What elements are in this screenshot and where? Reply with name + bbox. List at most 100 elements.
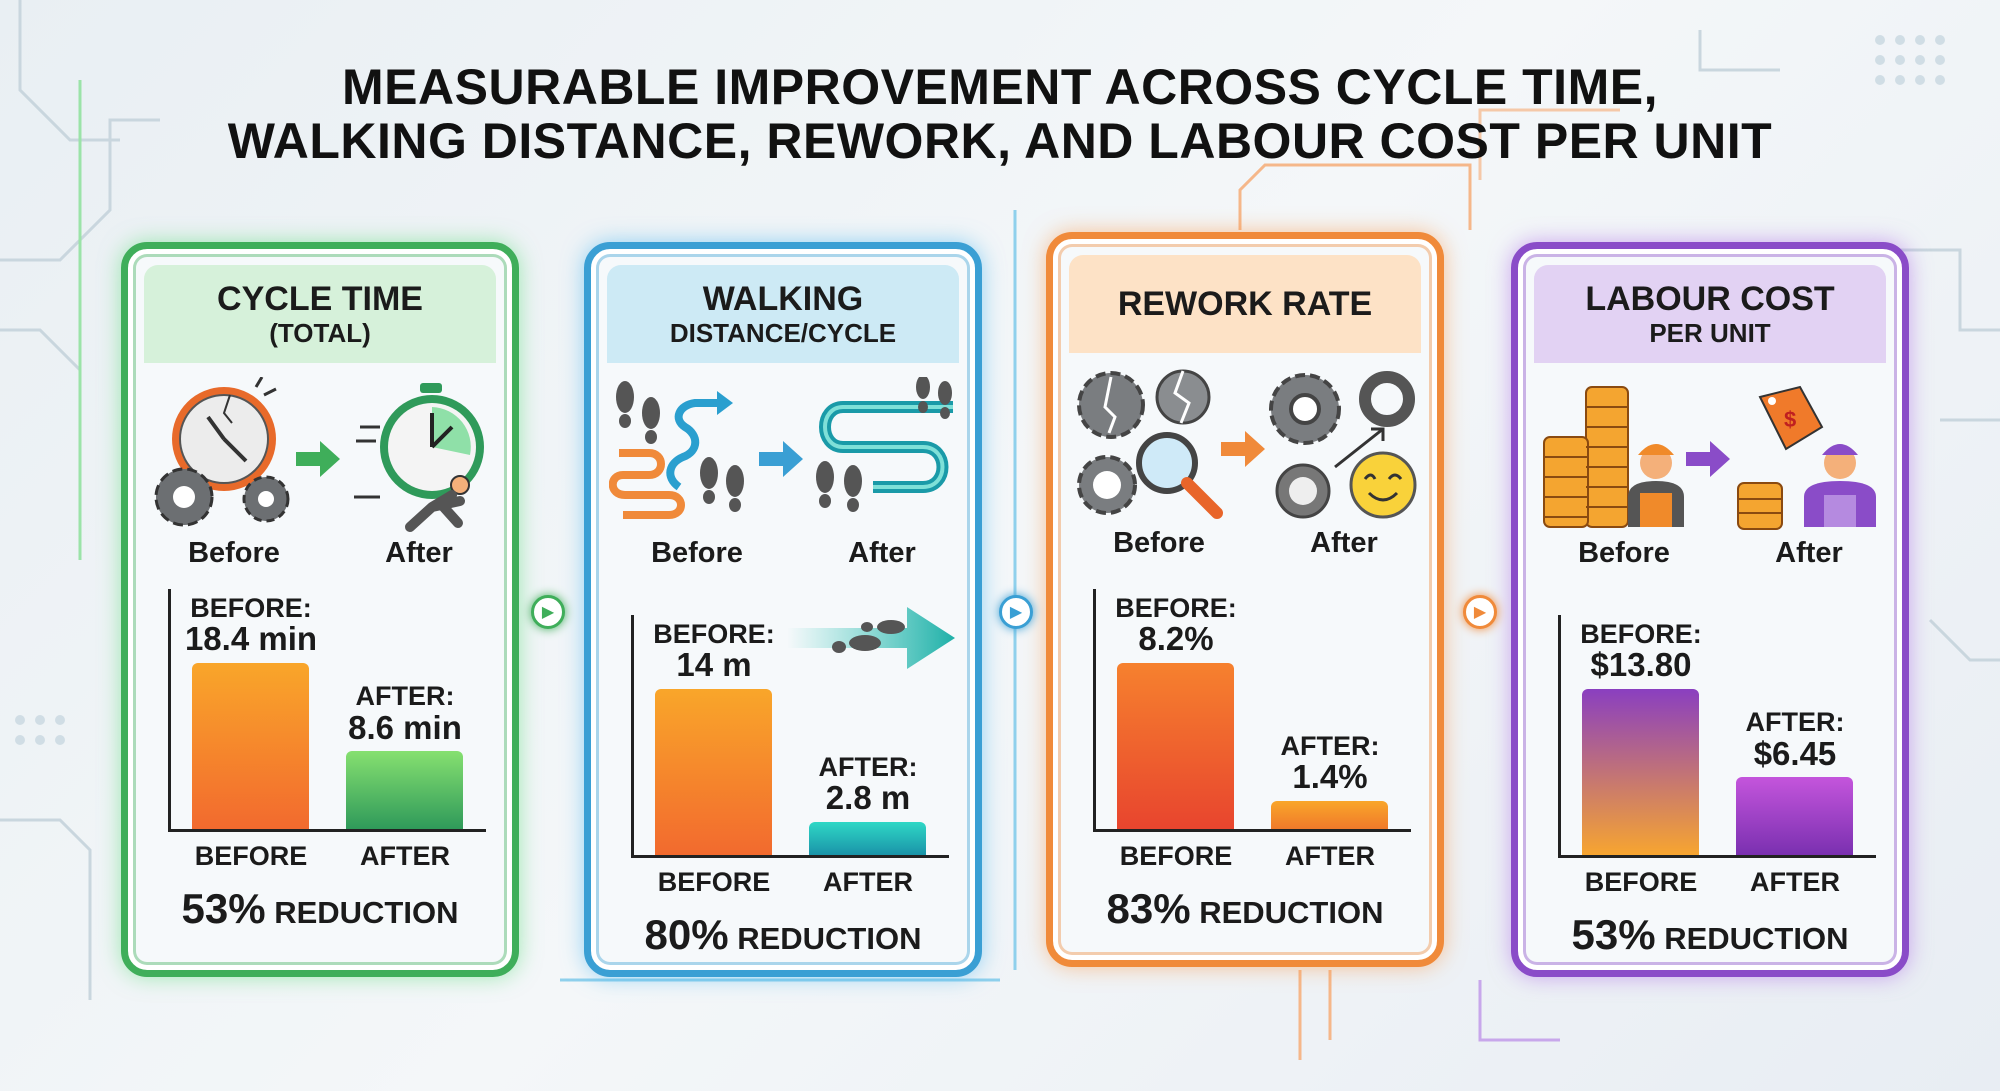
card-subtitle: (TOTAL) bbox=[269, 318, 371, 348]
card-header: LABOUR COST PER UNIT bbox=[1534, 265, 1886, 363]
after-data-label: AFTER: 1.4% bbox=[1240, 730, 1420, 796]
before-key: BEFORE: bbox=[1115, 593, 1237, 624]
reduction-text: 53% REDUCTION bbox=[1518, 911, 1902, 959]
after-key: AFTER: bbox=[355, 681, 455, 712]
page-title-line-1: MEASURABLE IMPROVEMENT ACROSS CYCLE TIME… bbox=[342, 59, 1658, 115]
reduction-percent: 53% bbox=[1571, 911, 1656, 958]
after-key: AFTER: bbox=[818, 751, 918, 782]
y-axis bbox=[631, 615, 634, 855]
after-value: 8.6 min bbox=[348, 708, 462, 746]
before-data-label: BEFORE: 8.2% bbox=[1086, 594, 1266, 657]
x-tick-after: AFTER bbox=[823, 867, 913, 897]
x-tick-after: AFTER bbox=[1750, 867, 1840, 897]
reduction-word: REDUCTION bbox=[265, 895, 459, 930]
before-key: BEFORE: bbox=[653, 619, 775, 650]
before-caption: Before bbox=[651, 537, 743, 569]
footsteps-arrow-icon bbox=[787, 607, 955, 669]
bar-before bbox=[192, 663, 309, 829]
metric-card-1: CYCLE TIME (TOTAL) Before After BEFORE: 1… bbox=[121, 242, 519, 977]
price-tag-coins-worker-icon: $ bbox=[1730, 377, 1890, 537]
x-tick-before: BEFORE bbox=[657, 867, 771, 897]
card-subtitle: PER UNIT bbox=[1649, 318, 1771, 348]
reduction-text: 53% REDUCTION bbox=[128, 885, 512, 933]
card-title: WALKING bbox=[702, 280, 864, 318]
x-axis bbox=[631, 855, 949, 858]
after-key: AFTER: bbox=[1745, 707, 1845, 738]
y-axis bbox=[168, 589, 171, 829]
bar-after bbox=[346, 751, 463, 829]
after-key: AFTER: bbox=[1280, 730, 1380, 761]
before-value: 14 m bbox=[676, 646, 752, 684]
after-value: 1.4% bbox=[1292, 758, 1368, 796]
before-value: 18.4 min bbox=[184, 620, 318, 658]
card-title: CYCLE TIME bbox=[217, 280, 423, 318]
bar-after bbox=[809, 821, 926, 855]
after-data-label: AFTER: $6.45 bbox=[1705, 708, 1885, 771]
card-subtitle: DISTANCE/CYCLE bbox=[669, 318, 897, 348]
after-data-label: AFTER: 8.6 min bbox=[315, 682, 495, 745]
bar-before bbox=[1117, 663, 1234, 829]
reduction-percent: 53% bbox=[181, 885, 266, 932]
x-axis bbox=[1558, 855, 1876, 858]
arrow-right-icon bbox=[1221, 431, 1265, 467]
after-data-label: AFTER: 2.8 m bbox=[778, 751, 958, 817]
card-header: WALKING DISTANCE/CYCLE bbox=[607, 265, 959, 363]
metric-card-4: LABOUR COST PER UNIT $ Before After BEFO… bbox=[1511, 242, 1909, 977]
after-caption: After bbox=[848, 537, 916, 569]
reduction-word: REDUCTION bbox=[1655, 921, 1849, 956]
coin-stacks-worker-icon bbox=[1536, 377, 1696, 537]
reduction-percent: 80% bbox=[644, 911, 729, 958]
connector-arrow-icon: ▶ bbox=[531, 595, 565, 629]
reduction-word: REDUCTION bbox=[1190, 895, 1384, 930]
bar-after bbox=[1736, 777, 1853, 855]
x-tick-before: BEFORE bbox=[1584, 867, 1698, 897]
before-value: 8.2% bbox=[1138, 620, 1214, 658]
before-data-label: BEFORE: 14 m bbox=[624, 620, 804, 683]
arrow-right-icon bbox=[296, 441, 340, 477]
page-title-line-2: WALKING DISTANCE, REWORK, AND LABOUR COS… bbox=[227, 113, 1773, 169]
broken-gears-magnifier-icon bbox=[1071, 367, 1231, 527]
before-data-label: BEFORE: $13.80 bbox=[1551, 620, 1731, 683]
footprints-winding-path-icon bbox=[608, 377, 769, 537]
before-caption: Before bbox=[188, 537, 280, 569]
connector-arrow-icon: ▶ bbox=[1463, 595, 1497, 629]
card-title: REWORK RATE bbox=[1117, 285, 1373, 323]
metric-card-2: WALKING DISTANCE/CYCLE Before After BEFO… bbox=[584, 242, 982, 977]
x-axis bbox=[1093, 829, 1411, 832]
y-axis bbox=[1093, 589, 1096, 829]
before-key: BEFORE: bbox=[190, 593, 312, 624]
after-caption: After bbox=[1775, 537, 1843, 569]
after-caption: After bbox=[1310, 527, 1378, 559]
connector-arrow-icon: ▶ bbox=[999, 595, 1033, 629]
x-tick-after: AFTER bbox=[1285, 841, 1375, 871]
arrow-right-icon bbox=[1686, 441, 1730, 477]
x-tick-before: BEFORE bbox=[194, 841, 308, 871]
card-title: LABOUR COST bbox=[1585, 280, 1835, 318]
y-axis bbox=[1558, 615, 1561, 855]
before-caption: Before bbox=[1113, 527, 1205, 559]
metric-card-3: REWORK RATE Before After BEFORE: 8.2% AFT… bbox=[1046, 232, 1444, 967]
footprints-short-path-icon bbox=[803, 375, 963, 537]
stopwatch-runner-icon bbox=[340, 377, 500, 537]
before-caption: Before bbox=[1578, 537, 1670, 569]
before-value: $13.80 bbox=[1590, 646, 1692, 684]
x-tick-before: BEFORE bbox=[1119, 841, 1233, 871]
bar-before bbox=[1582, 689, 1699, 855]
x-axis bbox=[168, 829, 486, 832]
before-key: BEFORE: bbox=[1580, 619, 1702, 650]
card-header: CYCLE TIME (TOTAL) bbox=[144, 265, 496, 363]
after-value: $6.45 bbox=[1753, 734, 1837, 772]
x-tick-after: AFTER bbox=[360, 841, 450, 871]
reduction-text: 80% REDUCTION bbox=[591, 911, 975, 959]
reduction-text: 83% REDUCTION bbox=[1053, 885, 1437, 933]
reduction-word: REDUCTION bbox=[728, 921, 922, 956]
arrow-right-icon bbox=[759, 441, 803, 477]
bar-after bbox=[1271, 800, 1388, 829]
reduction-percent: 83% bbox=[1106, 885, 1191, 932]
broken-clock-gears-icon bbox=[146, 376, 306, 537]
before-data-label: BEFORE: 18.4 min bbox=[161, 594, 341, 657]
after-caption: After bbox=[385, 537, 453, 569]
card-header: REWORK RATE bbox=[1069, 255, 1421, 353]
after-value: 2.8 m bbox=[825, 779, 911, 817]
